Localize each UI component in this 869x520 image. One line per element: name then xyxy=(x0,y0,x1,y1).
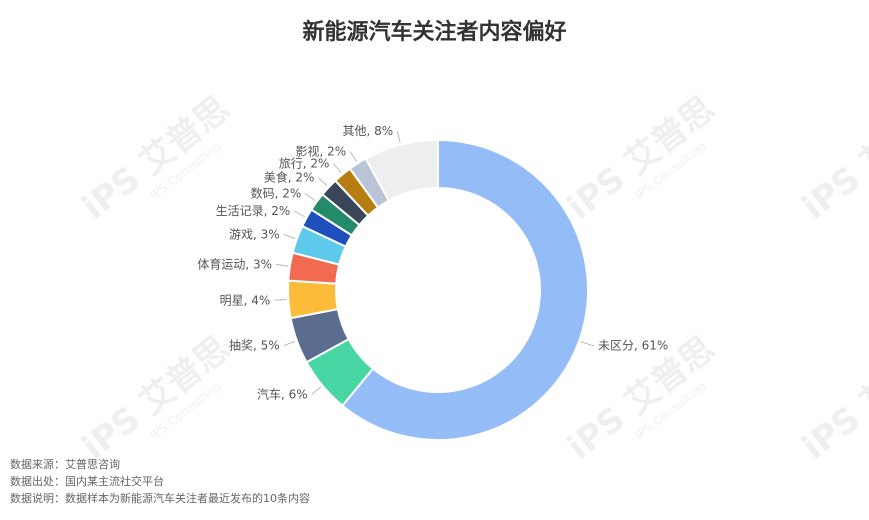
slice-label-1: 汽车, 6% xyxy=(257,387,308,402)
slice-label-10: 影视, 2% xyxy=(295,144,346,159)
slice-label-0: 未区分, 61% xyxy=(598,339,668,353)
leader-line-9 xyxy=(333,163,342,174)
pie-slice-11 xyxy=(364,138,439,202)
footnotes: 数据来源：艾普思咨询 数据出处：国内某主流社交平台 数据说明：数据样本为新能源汽… xyxy=(10,456,310,507)
leader-line-10 xyxy=(349,151,357,162)
slice-label-2: 抽奖, 5% xyxy=(229,339,280,353)
slice-label-7: 数码, 2% xyxy=(251,186,302,201)
leader-lines xyxy=(274,131,594,395)
slice-label-3: 明星, 4% xyxy=(220,293,271,307)
leader-line-3 xyxy=(274,299,287,301)
leader-line-6 xyxy=(294,210,306,218)
slice-label-4: 体育运动, 3% xyxy=(197,256,272,271)
leader-line-5 xyxy=(283,233,296,239)
pie-slice-0 xyxy=(340,138,589,441)
footnote-note: 数据说明：数据样本为新能源汽车关注者最近发布的10条内容 xyxy=(10,492,310,505)
slice-labels: 未区分, 61% 汽车, 6% 抽奖, 5% 明星, 4% 体育运动, 3% 游戏, 3%… xyxy=(197,124,668,401)
slices-group xyxy=(287,138,589,441)
slice-label-6: 生活记录, 2% xyxy=(216,204,291,218)
footnote-source: 数据来源：艾普思咨询 xyxy=(10,458,120,471)
leader-line-2 xyxy=(283,341,296,347)
slice-label-8: 美食, 2% xyxy=(264,170,315,185)
leader-line-0 xyxy=(580,341,594,347)
leader-line-4 xyxy=(275,263,288,267)
leader-line-1 xyxy=(311,386,322,395)
slice-label-5: 游戏, 3% xyxy=(229,227,280,241)
leader-line-7 xyxy=(305,193,316,202)
footnote-origin: 数据出处：国内某主流社交平台 xyxy=(10,475,164,488)
slice-label-11: 其他, 8% xyxy=(343,124,394,138)
leader-line-8 xyxy=(318,177,328,187)
leader-line-11 xyxy=(396,131,401,143)
chart-title: 新能源汽车关注者内容偏好 xyxy=(302,20,567,45)
slice-label-9: 旅行, 2% xyxy=(279,157,330,171)
